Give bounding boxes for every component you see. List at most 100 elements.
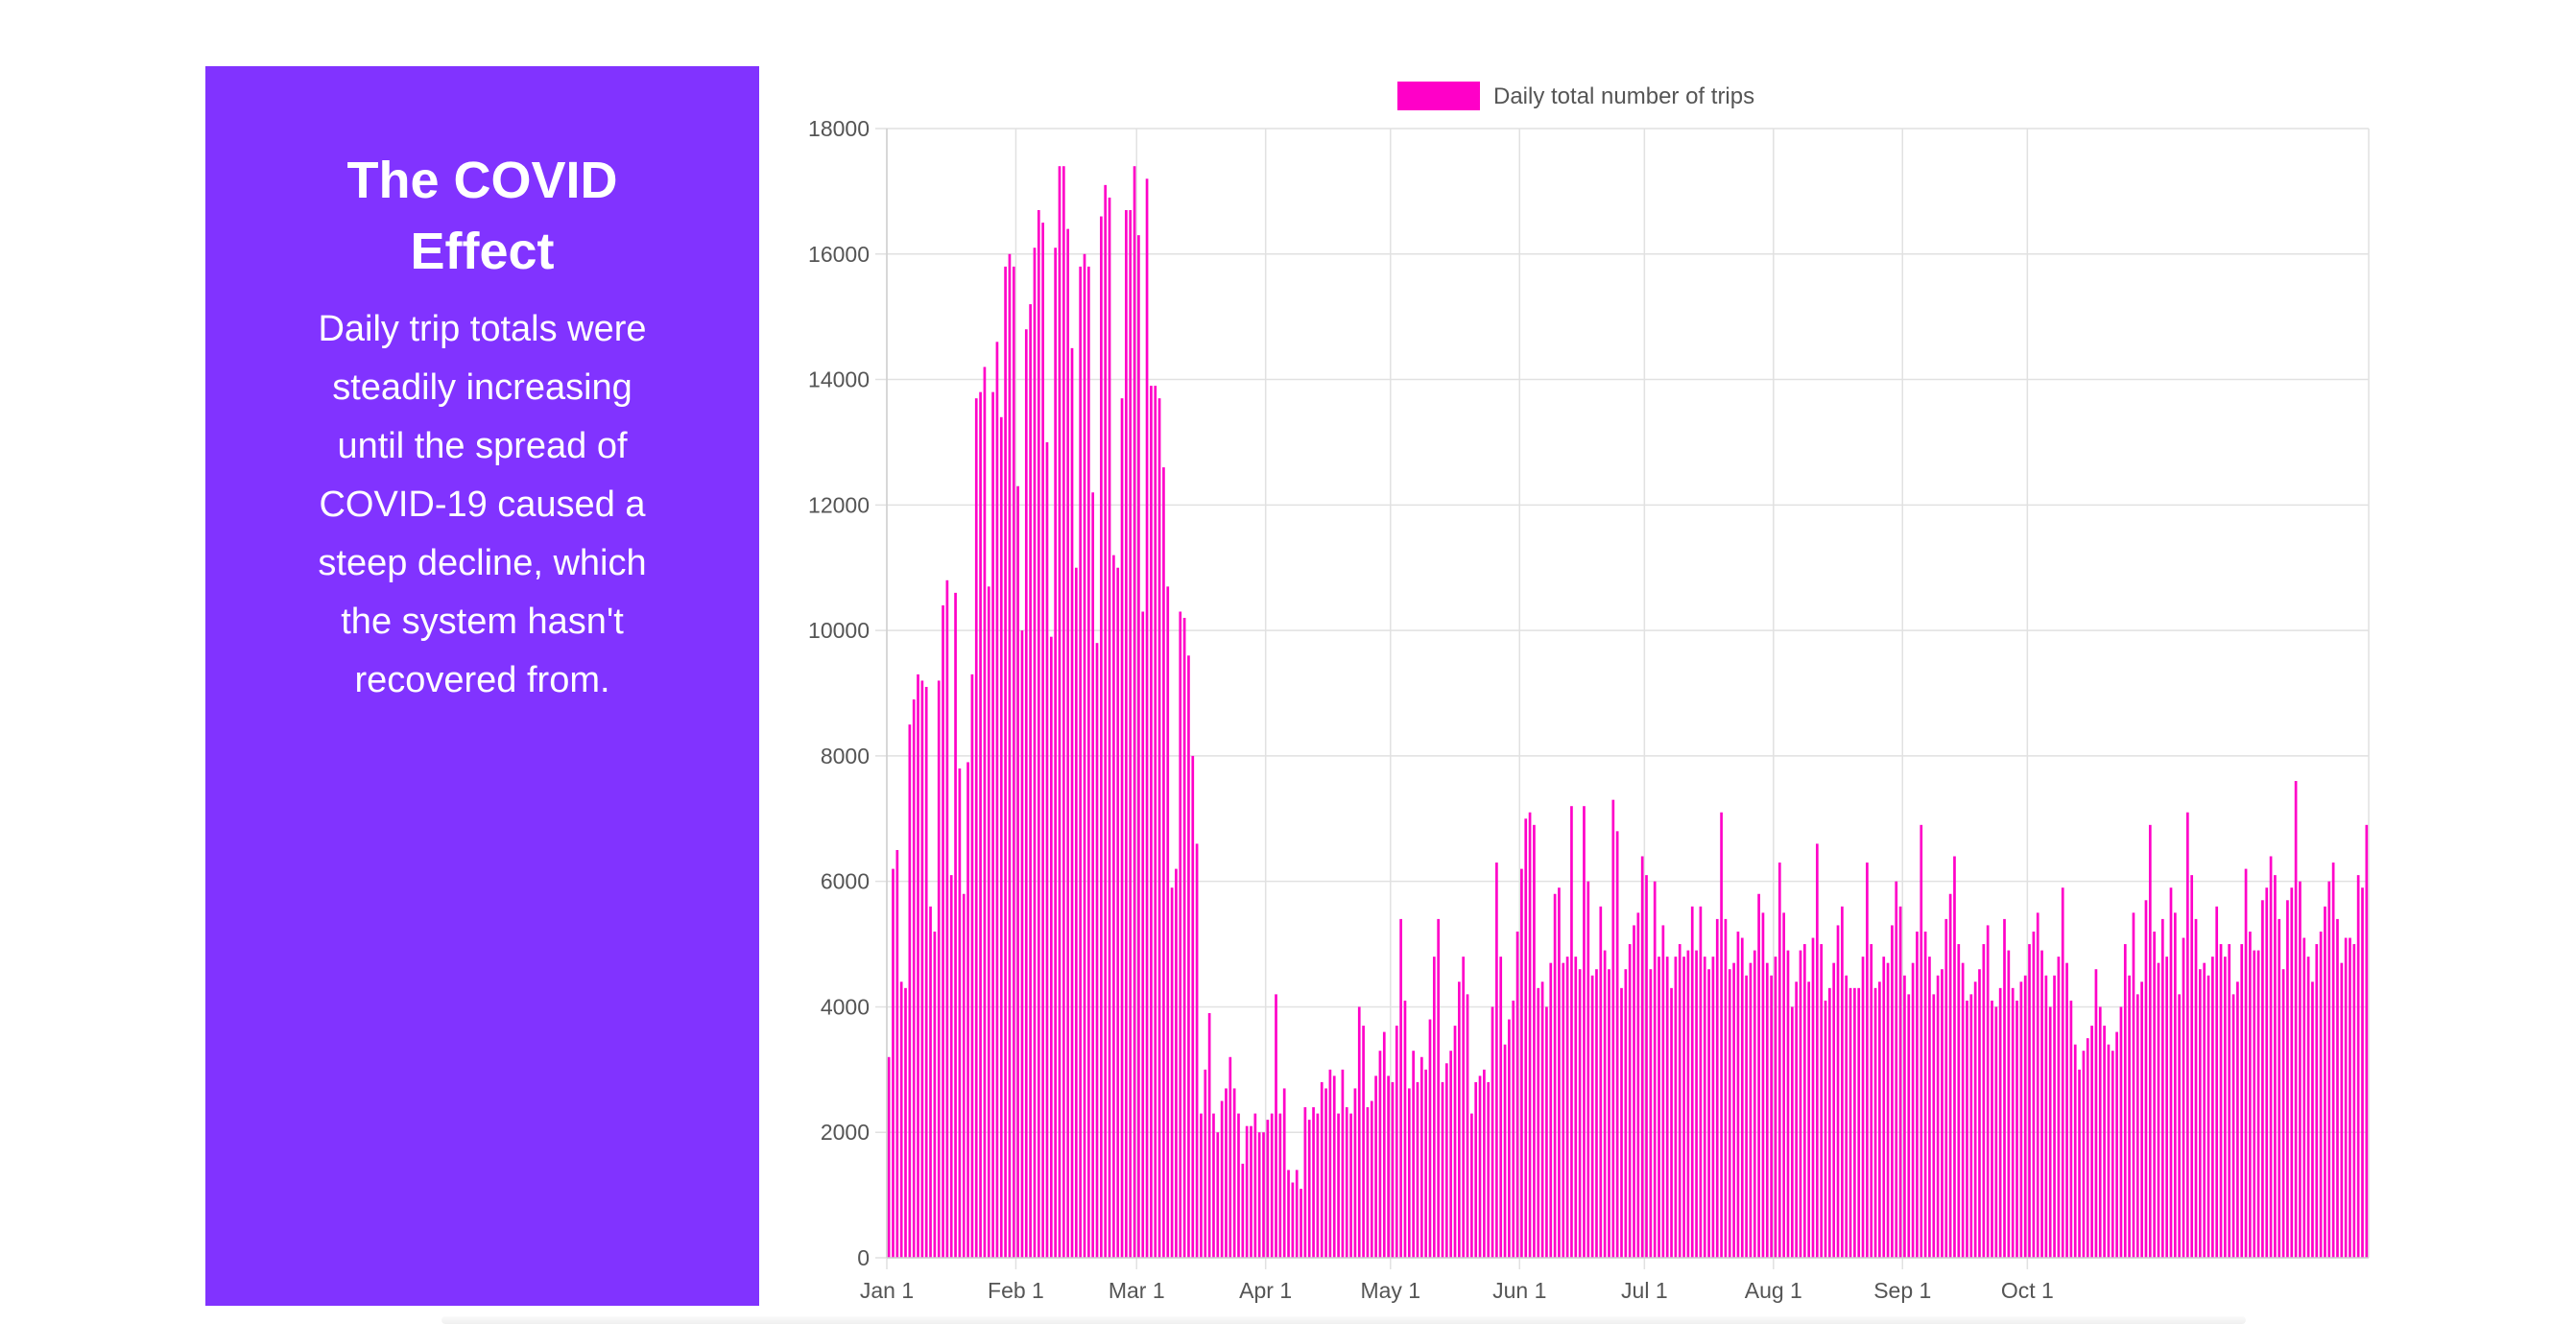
bar [1474, 1082, 1477, 1258]
bar [1916, 932, 1919, 1258]
bar [1146, 178, 1149, 1258]
bar [1753, 951, 1756, 1258]
bar [1287, 1170, 1290, 1258]
bar [2290, 887, 2293, 1258]
bar [2024, 976, 2027, 1258]
bar [1969, 994, 1972, 1258]
bar [1096, 643, 1099, 1258]
bar [1021, 630, 1024, 1258]
y-tick-label: 18000 [808, 116, 870, 141]
bar [1650, 969, 1653, 1258]
bar [1000, 417, 1003, 1258]
bar [1887, 963, 1890, 1258]
bar [2170, 887, 2173, 1258]
bar [1579, 969, 1582, 1258]
bar [2078, 1070, 2081, 1258]
bar [1624, 969, 1627, 1258]
bar [1237, 1114, 1240, 1258]
bar [1429, 1020, 1432, 1258]
bar [1595, 969, 1598, 1258]
bar [2324, 907, 2326, 1258]
bar [2327, 882, 2330, 1258]
bar [1462, 957, 1465, 1258]
bar [1196, 843, 1199, 1258]
bar [2037, 912, 2039, 1258]
panel-title: The COVID Effect [324, 145, 641, 287]
x-tick-label: Jan 1 [860, 1278, 914, 1303]
bar [2302, 938, 2305, 1258]
bar [1629, 944, 1632, 1258]
bar [1845, 976, 1848, 1258]
bar [1395, 1026, 1398, 1258]
bar [1009, 254, 1012, 1258]
bar [909, 724, 912, 1258]
x-tick-label: Apr 1 [1239, 1278, 1292, 1303]
bar [1508, 1020, 1511, 1258]
bar [2158, 963, 2160, 1258]
bar [2083, 1051, 2086, 1258]
bar [946, 580, 949, 1258]
bar [896, 850, 899, 1258]
bar [2015, 1001, 2018, 1258]
bar [1175, 869, 1178, 1258]
bar [2103, 1026, 2106, 1258]
bar [917, 674, 919, 1258]
bar [1586, 882, 1589, 1258]
bar [1741, 938, 1744, 1258]
legend-label[interactable]: Daily total number of trips [1493, 83, 1754, 109]
bar [2065, 963, 2068, 1258]
bar [1583, 806, 1586, 1258]
bar [1062, 166, 1065, 1258]
bar [1408, 1088, 1411, 1258]
bar [929, 907, 932, 1258]
bar [1825, 1001, 1827, 1258]
bar [1807, 981, 1810, 1258]
bar [1762, 912, 1765, 1258]
bar [2349, 938, 2351, 1258]
bar [1812, 938, 1815, 1258]
bar [2282, 969, 2285, 1258]
y-tick-label: 8000 [821, 744, 870, 768]
bar [1312, 1107, 1315, 1258]
bar [1054, 248, 1057, 1258]
bar [1987, 925, 1990, 1258]
bar [963, 894, 966, 1258]
bar [1013, 267, 1015, 1258]
bar [1899, 907, 1902, 1258]
bar [1757, 894, 1760, 1258]
bar [1907, 994, 1910, 1258]
bar [966, 762, 969, 1258]
bar [979, 392, 982, 1258]
bar [1191, 756, 1194, 1258]
bar [1433, 957, 1436, 1258]
bar [1137, 235, 1140, 1258]
bar [1371, 1101, 1373, 1258]
bar [1700, 907, 1703, 1258]
bar [1349, 1114, 1352, 1258]
bar [2049, 1006, 2052, 1258]
bar [1782, 912, 1785, 1258]
bar [1354, 1088, 1357, 1258]
bars [888, 166, 2368, 1258]
bar [1495, 863, 1498, 1258]
bar [2008, 951, 2011, 1258]
bar [1732, 963, 1735, 1258]
bar [1275, 994, 1277, 1258]
bar [1716, 919, 1719, 1258]
bar [2224, 957, 2227, 1258]
bar [1179, 611, 1181, 1258]
bar [1166, 586, 1169, 1258]
bar [1212, 1114, 1215, 1258]
bar [1250, 1126, 1252, 1258]
x-tick-label: May 1 [1360, 1278, 1420, 1303]
bar [2087, 1038, 2089, 1258]
legend-swatch[interactable] [1397, 82, 1480, 110]
bar [2295, 781, 2298, 1258]
bar [1158, 398, 1161, 1258]
bar [1317, 1114, 1320, 1258]
bar [2149, 825, 2152, 1258]
bar [1420, 1057, 1423, 1258]
bar [2133, 912, 2135, 1258]
bar [2145, 900, 2148, 1258]
bar [2345, 938, 2348, 1258]
